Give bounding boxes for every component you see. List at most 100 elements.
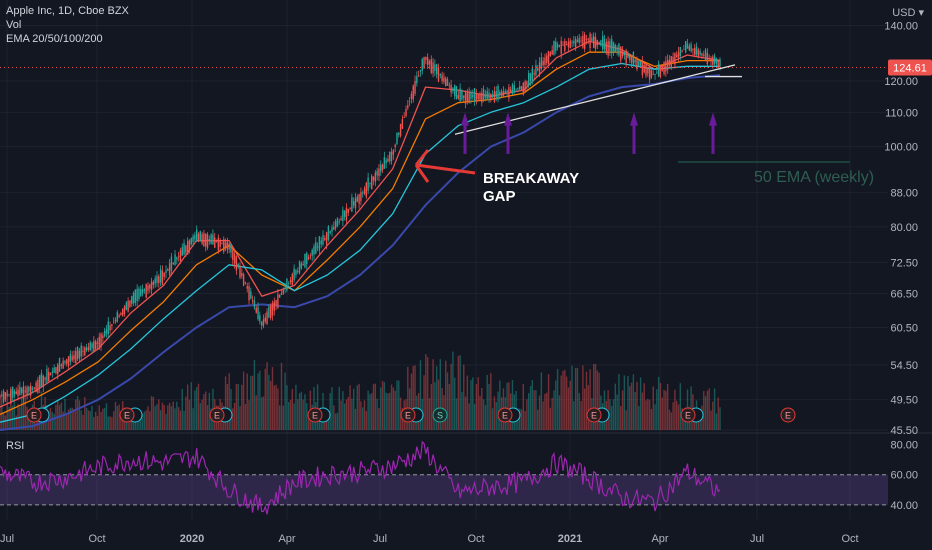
candle-body [311,249,313,256]
volume-bar [659,382,662,430]
volume-bar [506,382,508,430]
currency-label[interactable]: USD ▾ [892,6,924,19]
candle-body [623,51,626,56]
candle-body [322,235,324,245]
volume-bar [365,410,368,430]
volume-bar [369,394,371,430]
earnings-marker-label: E [405,411,411,421]
candle-body [24,390,26,392]
legend-vol[interactable]: Vol [6,19,22,31]
volume-bar [273,385,275,430]
volume-bar [551,397,553,430]
candle-body [336,218,339,227]
price-tick-label: 60.50 [890,322,918,334]
candle-body [358,194,360,204]
current-price-label: 124.61 [893,62,927,74]
volume-bar [641,392,644,430]
candle-body [212,234,214,245]
volume-bar [607,390,609,430]
candle-body [517,88,519,89]
volume-bar [338,386,340,430]
volume-bar [537,409,539,430]
ema-50-line [0,51,720,416]
volume-bar [102,408,104,430]
candle-body [84,347,86,356]
candle-body [53,367,55,373]
volume-bar [389,392,391,430]
candle-body [194,234,196,240]
legend-ema[interactable]: EMA 20/50/100/200 [6,33,103,45]
volume-bar [594,364,597,430]
volume-bar [522,383,525,430]
candle-body [215,241,218,243]
legend-title[interactable]: Apple Inc, 1D, Cboe BZX [6,5,129,17]
volume-bar [529,386,532,430]
candle-body [365,182,368,197]
candle-body [412,85,414,100]
volume-bar [351,398,353,430]
candle-body [273,301,275,311]
volume-bar [179,410,182,430]
volume-bar [51,411,54,430]
volume-bar [131,417,133,430]
volume-bar [228,373,230,430]
volume-bar [661,397,663,430]
volume-bar [203,394,205,430]
candle-body [401,119,404,129]
volume-bar [20,397,23,430]
candle-body [703,54,705,56]
candle-body [710,57,712,61]
volume-bar [704,396,707,430]
candle-body [562,44,564,46]
volume-bar [629,386,631,430]
candle-body [118,315,120,317]
candle-body [316,246,319,248]
volume-bar [120,415,122,430]
volume-bar [497,391,499,430]
candle-body [674,52,676,65]
candle-body [228,243,230,250]
volume-bar [356,385,358,430]
candle-body [248,286,250,301]
volume-bar [354,408,357,430]
volume-bar [268,375,270,430]
candle-body [125,302,128,310]
volume-bar [482,399,485,430]
volume-bar [177,407,180,430]
volume-bar [592,363,595,430]
split-marker [432,407,448,423]
candle-body [414,80,416,94]
candle-body [636,58,638,70]
candle-body [574,38,577,48]
candle-body [434,64,436,71]
rsi-label[interactable]: RSI [6,440,25,452]
candle-body [123,306,126,315]
candle-body [42,375,45,387]
volume-bar [237,383,239,430]
volume-bar [345,399,348,430]
candle-body [181,247,183,256]
candle-body [73,355,75,360]
candle-body [445,78,447,87]
volume-bar [181,389,183,430]
candle-body [334,221,337,229]
candle-body [20,388,23,394]
candle-body [105,329,108,334]
volume-bar [201,399,203,430]
candle-body [351,197,353,212]
candle-body [695,46,698,55]
volume-bar [414,365,416,430]
candle-body [537,68,539,71]
volume-bar [412,366,414,430]
candle-body [468,92,470,103]
earnings-marker [780,407,796,423]
candle-body [306,253,308,265]
chevron-down-icon: ▾ [915,7,924,19]
volume-bar [73,408,75,430]
candle-body [428,61,431,65]
candle-body [131,296,133,304]
candle-body [239,265,241,278]
volume-bar [241,384,243,430]
